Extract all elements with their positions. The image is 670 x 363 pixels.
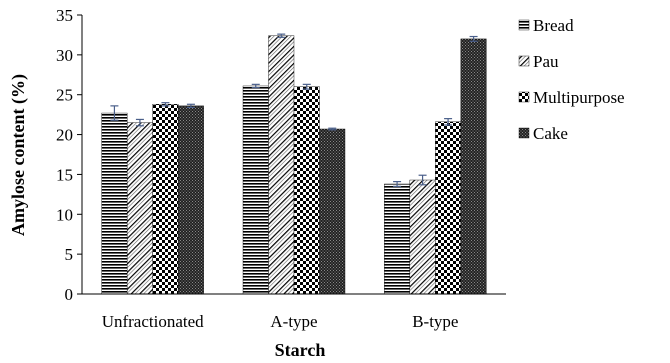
legend-item-cake: Cake [518, 124, 568, 143]
y-tick-label: 25 [56, 86, 73, 105]
axes: 0 5 10 15 20 25 30 35 Unfractionated A-type B-type [56, 6, 506, 331]
error-bar-pau-b-type [418, 174, 427, 186]
y-tick-label: 10 [56, 205, 73, 224]
bar-bread-b-type [384, 183, 411, 295]
x-tick-label: B-type [412, 312, 458, 331]
bar-bread-a-type [242, 85, 269, 295]
bar-pau-b-type [409, 179, 436, 295]
error-bar-bread-b-type [393, 181, 402, 187]
bar-bread-unfractionated [101, 112, 128, 295]
legend: Bread Pau Multipurpose Cake [518, 16, 625, 143]
bar-cake-a-type [319, 128, 346, 295]
y-axis-title: Amylose content (%) [8, 74, 29, 236]
bar-cake-b-type [460, 38, 487, 295]
x-tick-label: Unfractionated [102, 312, 204, 331]
error-bar-bread-unfractionated [110, 105, 119, 121]
bar-cake-unfractionated [177, 105, 204, 295]
x-axis-title: Starch [275, 340, 326, 360]
legend-label: Pau [533, 52, 559, 71]
y-tick-label: 15 [56, 165, 73, 184]
bar-pau-a-type [268, 35, 295, 295]
plot-area [101, 33, 487, 295]
legend-label: Bread [533, 16, 574, 35]
bar-multipurpose-unfractionated [152, 104, 179, 295]
legend-item-bread: Bread [518, 16, 574, 35]
error-bar-bread-a-type [251, 83, 260, 89]
y-tick-label: 5 [65, 245, 74, 264]
legend-swatch [518, 55, 530, 67]
legend-label: Multipurpose [533, 88, 625, 107]
legend-swatch [518, 127, 530, 139]
y-tick-label: 0 [65, 285, 74, 304]
error-bar-cake-a-type [328, 127, 337, 131]
x-tick-label: A-type [270, 312, 317, 331]
error-bar-cake-b-type [469, 35, 478, 42]
legend-swatch [518, 19, 530, 31]
error-bar-multipurpose-b-type [444, 118, 453, 126]
error-bar-pau-unfractionated [135, 118, 144, 127]
legend-swatch [518, 91, 530, 103]
y-tick-label: 35 [56, 6, 73, 25]
y-tick-label: 20 [56, 126, 73, 145]
y-tick-label: 30 [56, 46, 73, 65]
legend-label: Cake [533, 124, 568, 143]
error-bar-multipurpose-a-type [302, 83, 311, 90]
error-bar-multipurpose-unfractionated [161, 102, 170, 107]
error-bar-cake-unfractionated [186, 103, 195, 109]
error-bar-pau-a-type [277, 33, 286, 38]
legend-item-pau: Pau [518, 52, 559, 71]
bar-multipurpose-a-type [293, 86, 320, 295]
legend-item-multipurpose: Multipurpose [518, 88, 625, 107]
bar-multipurpose-b-type [435, 121, 462, 295]
bar-pau-unfractionated [126, 122, 153, 295]
